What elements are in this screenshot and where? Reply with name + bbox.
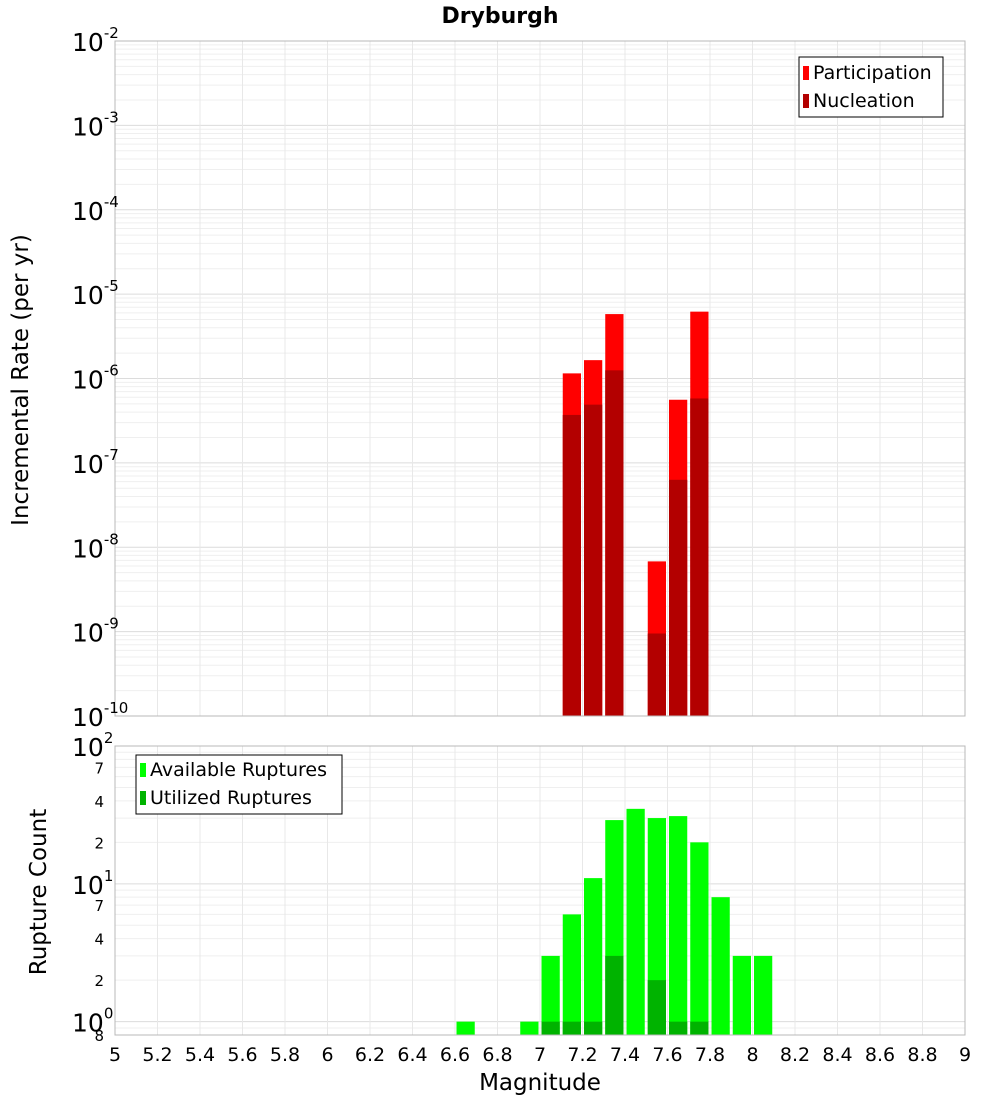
utilized-ruptures-bar	[669, 1021, 688, 1035]
available-ruptures-bar	[711, 897, 730, 1035]
available-ruptures-bar	[541, 955, 560, 1035]
x-tick-label: 8	[746, 1044, 758, 1066]
x-tick-label: 6	[321, 1044, 333, 1066]
bottom-y-minor-tick-label: 2	[94, 834, 104, 852]
available-ruptures-bar	[456, 1021, 475, 1035]
available-ruptures-bar	[754, 955, 773, 1035]
bottom-plot-frame	[114, 745, 966, 1036]
bottom-y-minor-tick-label: 7	[94, 897, 104, 915]
bottom-y-axis-label: Rupture Count	[26, 809, 52, 975]
bottom-y-minor-tick-label: 4	[94, 931, 104, 949]
top-plot-frame	[114, 40, 966, 717]
x-tick-label: 8.4	[822, 1044, 852, 1066]
top-y-ticks: 10-2 10-3 10-4 10-5 10-6 10-7 10-8 10-9 10-10	[72, 24, 128, 732]
x-tick-label: 6.2	[355, 1044, 385, 1066]
x-axis-label: Magnitude	[479, 1070, 601, 1096]
utilized-ruptures-bar	[605, 955, 624, 1035]
bottom-y-tick-label: 101	[72, 867, 113, 900]
x-tick-label: 8.8	[907, 1044, 937, 1066]
utilized-ruptures-bar	[541, 1021, 560, 1035]
nucleation-bar	[605, 370, 624, 716]
utilized-ruptures-bar	[690, 1021, 709, 1035]
nucleation-bar	[562, 414, 581, 716]
legend-swatch-utilized	[140, 791, 146, 805]
legend-label-utilized: Utilized Ruptures	[150, 787, 312, 809]
legend-swatch-participation	[803, 66, 809, 80]
legend-label-nucleation: Nucleation	[813, 90, 915, 112]
bottom-y-minor-tick-label: 2	[94, 972, 104, 990]
x-tick-label: 8.2	[780, 1044, 810, 1066]
available-ruptures-bar	[690, 842, 709, 1035]
x-tick-label: 5.6	[227, 1044, 257, 1066]
x-tick-label: 5.4	[185, 1044, 215, 1066]
bottom-y-minor-tick-label: 4	[94, 793, 104, 811]
top-y-tick-label: 10-2	[72, 24, 119, 57]
x-tick-label: 7.8	[695, 1044, 725, 1066]
top-y-tick-label: 10-8	[72, 530, 119, 563]
x-tick-label: 6.8	[482, 1044, 512, 1066]
chart-title: Dryburgh	[441, 4, 558, 29]
bottom-bars	[456, 808, 773, 1035]
top-y-tick-label: 10-10	[72, 699, 128, 732]
x-ticks: 5 5.2 5.4 5.6 5.8 6 6.2 6.4 6.6 6.8 7 7.2 7.4 7.6 7.8 8…	[109, 1044, 971, 1066]
top-gridlines	[115, 41, 965, 716]
bottom-legend: Available Ruptures Utilized Ruptures	[135, 754, 343, 815]
top-y-tick-label: 10-7	[72, 446, 119, 479]
legend-swatch-available	[140, 763, 146, 777]
legend-swatch-nucleation	[803, 94, 809, 108]
bottom-y-tick-label: 100	[72, 1005, 113, 1038]
bottom-y-tick-label: 102	[72, 729, 113, 762]
top-legend: Participation Nucleation	[798, 56, 944, 118]
x-tick-label: 5.2	[142, 1044, 172, 1066]
utilized-ruptures-bar	[562, 1021, 581, 1035]
top-y-tick-label: 10-5	[72, 277, 119, 310]
bottom-y-minor-tick-label: 8	[94, 1027, 104, 1045]
top-y-tick-label: 10-6	[72, 362, 119, 395]
top-y-tick-label: 10-4	[72, 193, 119, 226]
top-y-tick-label: 10-9	[72, 615, 119, 648]
utilized-ruptures-bar	[584, 1021, 603, 1035]
utilized-ruptures-bar	[647, 980, 666, 1035]
available-ruptures-bar	[584, 878, 603, 1035]
x-tick-label: 7.6	[652, 1044, 682, 1066]
nucleation-bar	[647, 633, 666, 716]
x-tick-label: 9	[959, 1044, 971, 1066]
top-y-tick-label: 10-3	[72, 108, 119, 141]
bottom-legend-box	[135, 754, 343, 815]
x-tick-label: 5.8	[270, 1044, 300, 1066]
x-tick-label: 8.6	[865, 1044, 895, 1066]
nucleation-bar	[690, 398, 709, 716]
x-tick-label: 6.4	[397, 1044, 427, 1066]
nucleation-bar	[584, 404, 603, 716]
legend-label-available: Available Ruptures	[150, 759, 327, 781]
top-legend-box	[798, 56, 944, 118]
top-bars	[562, 311, 709, 716]
x-tick-label: 7.2	[567, 1044, 597, 1066]
available-ruptures-bar	[520, 1021, 539, 1035]
legend-label-participation: Participation	[813, 62, 932, 84]
nucleation-bar	[669, 479, 688, 716]
top-y-axis-label: Incremental Rate (per yr)	[8, 234, 34, 526]
available-ruptures-bar	[626, 808, 645, 1035]
x-tick-label: 6.6	[440, 1044, 470, 1066]
available-ruptures-bar	[669, 816, 688, 1035]
available-ruptures-bar	[562, 914, 581, 1035]
x-tick-label: 5	[109, 1044, 121, 1066]
available-ruptures-bar	[732, 955, 751, 1035]
bottom-y-minor-tick-label: 7	[94, 759, 104, 777]
bottom-y-ticks: 102 101 100 7 4 2 7 4 2 8	[72, 729, 113, 1045]
x-tick-label: 7	[534, 1044, 546, 1066]
x-tick-label: 7.4	[610, 1044, 640, 1066]
